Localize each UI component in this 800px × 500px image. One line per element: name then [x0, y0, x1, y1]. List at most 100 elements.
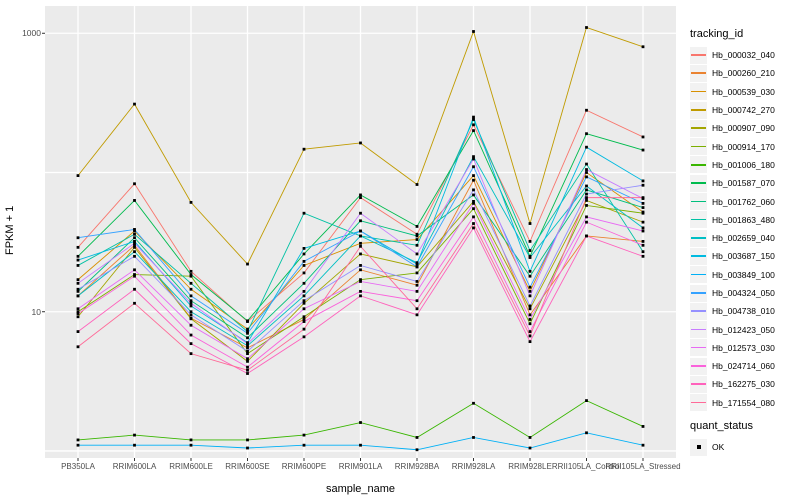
data-point	[641, 179, 645, 183]
data-point	[189, 200, 193, 204]
data-point	[415, 225, 419, 228]
data-point	[585, 192, 588, 196]
data-point	[415, 183, 419, 186]
legend-item: Hb_001762_060	[690, 192, 800, 211]
legend-quant-status: quant_status OK	[690, 420, 800, 456]
legend-label: Hb_001587_070	[712, 178, 775, 189]
legend-item: Hb_000907_090	[690, 119, 800, 137]
legend-label: Hb_004738_010	[712, 306, 775, 317]
data-point	[359, 211, 362, 215]
data-point	[472, 129, 475, 132]
data-point	[641, 201, 645, 205]
data-point	[133, 268, 136, 272]
data-point	[189, 299, 193, 303]
data-point	[585, 199, 588, 202]
data-point	[641, 45, 645, 49]
legend-key	[690, 302, 707, 320]
data-point	[415, 307, 419, 311]
data-point	[189, 304, 193, 308]
legend-key	[690, 101, 707, 119]
line-swatch-icon	[691, 200, 706, 203]
data-point	[641, 183, 645, 187]
data-point	[246, 336, 249, 340]
data-point	[246, 359, 249, 363]
x-tick-label: RRIM600SE	[225, 462, 270, 471]
data-point	[528, 285, 532, 289]
legend-key	[690, 211, 707, 229]
data-point	[472, 193, 475, 197]
x-tick-label: RRIM600PE	[281, 462, 327, 471]
legend-label: Hb_171554_080	[712, 397, 775, 408]
legend-item: Hb_000914_170	[690, 137, 800, 156]
data-point	[415, 265, 419, 269]
data-point	[133, 228, 136, 231]
data-point	[528, 222, 532, 225]
x-tick-label: RRIM928BA	[394, 462, 440, 471]
legend-label: Hb_002659_040	[712, 233, 775, 244]
legend-item: Hb_003687_150	[690, 247, 800, 265]
line-swatch-icon	[691, 109, 706, 111]
line-swatch-icon	[691, 127, 706, 129]
data-point	[302, 320, 306, 323]
legend-key	[690, 339, 707, 357]
x-tick-label: RRIM928LA	[451, 462, 496, 471]
data-point	[359, 289, 362, 293]
data-point	[585, 108, 588, 112]
legend-label: Hb_012423_050	[712, 324, 775, 335]
data-point	[415, 299, 419, 303]
legend-key	[690, 229, 707, 247]
data-point	[585, 196, 588, 200]
legend-label: Hb_000260_210	[712, 68, 775, 79]
y-tick-label: 1000	[22, 28, 41, 39]
data-point	[189, 438, 193, 442]
data-point	[189, 281, 193, 285]
legend-title-quant-status: quant_status	[690, 419, 753, 432]
legend-key	[690, 394, 707, 412]
data-point	[189, 269, 193, 273]
data-point	[76, 345, 80, 349]
data-point	[359, 268, 362, 272]
data-point	[246, 365, 249, 369]
data-point	[76, 443, 80, 447]
data-point	[359, 244, 362, 248]
data-point	[472, 155, 475, 159]
legend-item: Hb_003849_100	[690, 266, 800, 284]
data-point	[472, 165, 475, 169]
y-tick-label: 10	[31, 306, 41, 317]
data-point	[76, 289, 80, 293]
data-point	[585, 132, 588, 136]
data-point	[585, 184, 588, 188]
data-point	[133, 102, 136, 106]
legend-item: Hb_004324_050	[690, 284, 800, 302]
legend-label: Hb_000032_040	[712, 50, 775, 61]
legend-label: Hb_001006_180	[712, 159, 775, 170]
data-point	[359, 234, 362, 238]
data-point	[472, 207, 475, 211]
data-point	[528, 313, 532, 317]
data-point	[472, 174, 475, 178]
data-point	[76, 258, 80, 262]
data-point	[415, 243, 419, 247]
data-point	[641, 229, 645, 233]
data-point	[585, 215, 588, 219]
legend: tracking_id Hb_000032_040 Hb_000260_210 Hb…	[690, 28, 800, 456]
data-point	[246, 331, 249, 335]
square-point-icon	[696, 445, 701, 450]
data-point	[133, 301, 136, 305]
data-point	[641, 135, 645, 139]
x-tick-label: RRIM901LA	[338, 462, 383, 471]
data-point	[189, 317, 193, 321]
data-point	[472, 157, 475, 161]
data-point	[641, 250, 645, 254]
data-point	[189, 274, 193, 278]
legend-label: Hb_000539_030	[712, 86, 775, 97]
data-point	[472, 201, 475, 205]
x-tick-label: RRIM928LE	[508, 462, 552, 471]
data-point	[246, 319, 249, 323]
data-point	[189, 313, 193, 317]
data-point	[472, 222, 475, 225]
data-point	[302, 294, 306, 298]
data-point	[472, 226, 475, 230]
line-swatch-icon	[691, 90, 706, 93]
